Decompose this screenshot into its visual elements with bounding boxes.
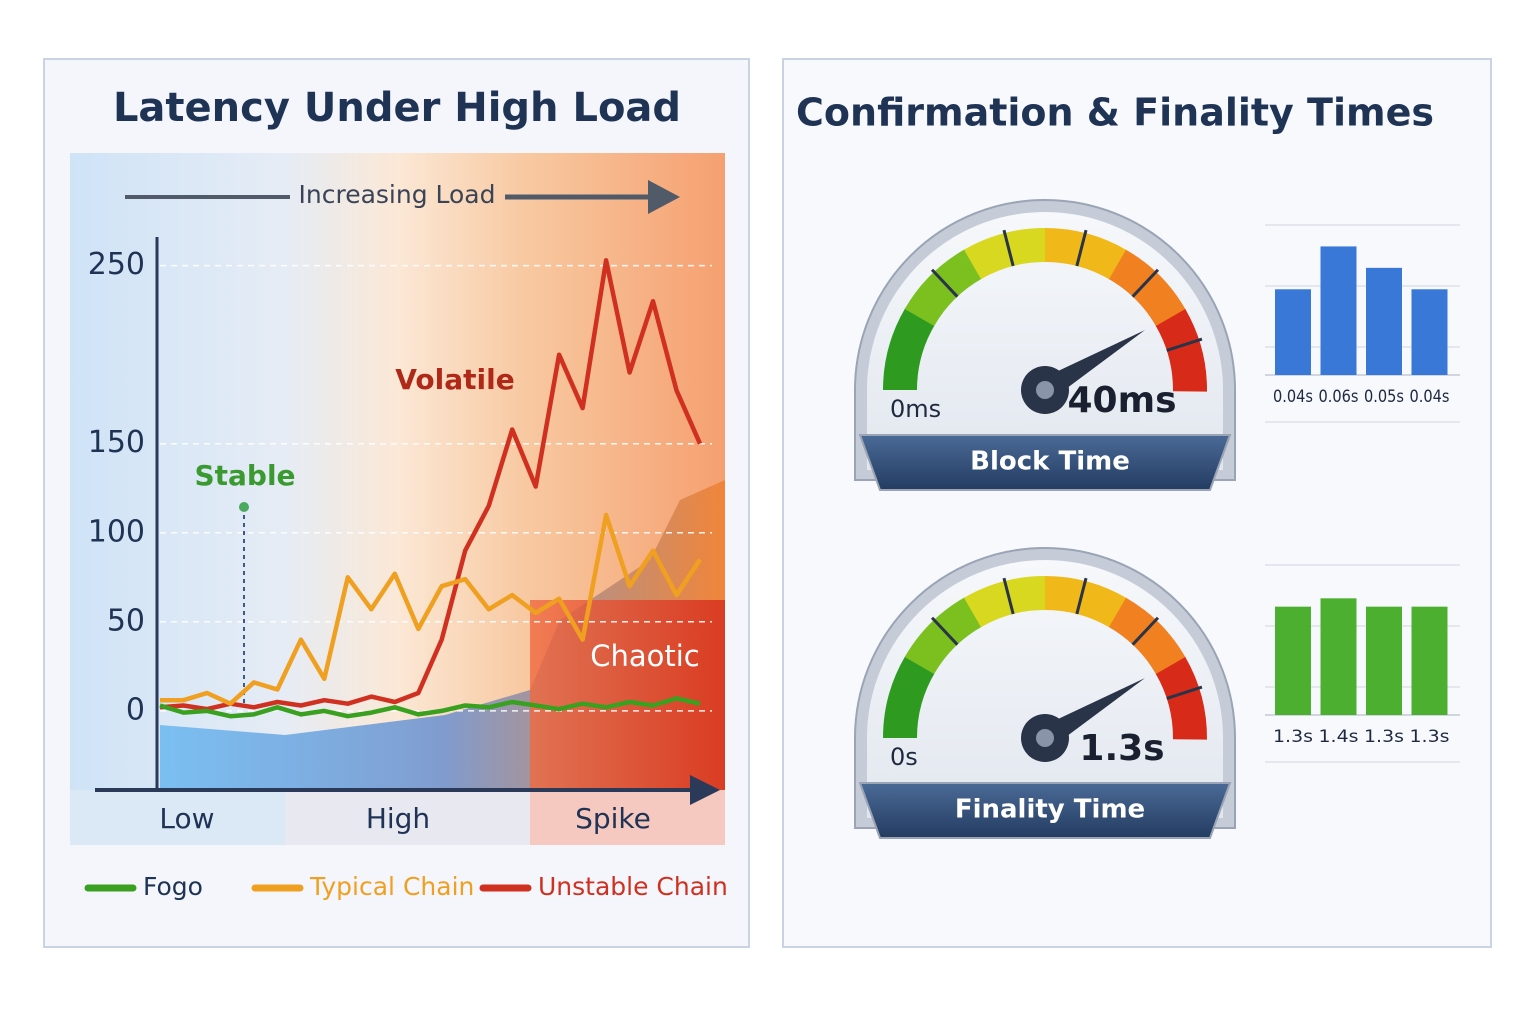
bar-label: 0.04s [1410, 387, 1450, 407]
zone-high [285, 790, 530, 845]
series-line [159, 258, 703, 712]
gauge-tick [1131, 616, 1160, 646]
gauge-tick [1075, 577, 1088, 615]
y-tick-label: 150 [88, 425, 145, 460]
gauge-arc [904, 596, 983, 675]
series-line [160, 512, 702, 706]
bar-label: 0.05s [1364, 387, 1404, 407]
bar [1275, 606, 1311, 715]
chart-title: Latency Under High Load [113, 85, 681, 131]
bar-label: 1.4s [1319, 727, 1359, 747]
zone-label: Low [159, 802, 214, 835]
bar-label: 0.04s [1273, 387, 1313, 407]
load-arrow-head [648, 180, 680, 214]
bar [1366, 606, 1402, 715]
gauge-hub-center [1036, 729, 1054, 747]
gauge-arc [883, 307, 936, 391]
bar [1411, 606, 1448, 715]
gauge-value: 1.3s [1079, 728, 1164, 769]
bar-label: 1.3s [1273, 727, 1313, 747]
series-line [159, 696, 701, 719]
gauge-band [858, 782, 1232, 839]
zone-label: High [366, 802, 430, 835]
gauge-tick [930, 616, 959, 646]
gauge-arc [1044, 228, 1128, 281]
gauge-arc [1044, 576, 1128, 629]
gauge-arc [1155, 309, 1207, 392]
bar [1320, 598, 1357, 715]
bar [1411, 289, 1448, 375]
bar-label: 1.3s [1410, 727, 1450, 747]
y-tick-label: 250 [88, 247, 145, 282]
bar-label: 1.3s [1364, 727, 1404, 747]
gauge-arc [883, 655, 936, 739]
gauge-arc [904, 248, 983, 327]
gauge-tick [1075, 229, 1088, 267]
x-axis-arrow [690, 775, 720, 805]
gauge-tick [1166, 685, 1203, 700]
right-title: Confirmation & Finality Times [796, 91, 1434, 135]
gauge-band [858, 434, 1232, 491]
y-tick-label: 100 [88, 514, 145, 549]
stable-label: Stable [194, 459, 295, 492]
legend-label: Fogo [143, 872, 203, 901]
load-label: Increasing Load [299, 180, 496, 209]
stable-dot [239, 502, 249, 512]
gauge-arc [1155, 657, 1207, 740]
gauge-tick [930, 268, 959, 298]
legend-label: Unstable Chain [538, 872, 728, 901]
gauge-arc [1108, 597, 1187, 676]
gauge-value: 40ms [1067, 380, 1176, 421]
y-tick-label: 50 [107, 603, 145, 638]
y-tick-label: 0 [126, 692, 145, 727]
bar [1320, 246, 1357, 375]
gauge-min-label: 0ms [890, 395, 941, 423]
gauge-label: Block Time [970, 447, 1130, 477]
gauge-hub-center [1036, 381, 1054, 399]
legend-label: Typical Chain [309, 872, 474, 901]
volatile-label: Volatile [395, 363, 514, 396]
spike-area [530, 600, 725, 790]
gauge-tick [1131, 268, 1160, 298]
bar-label: 0.06s [1319, 387, 1359, 407]
gauge-label: Finality Time [955, 795, 1145, 825]
zone-low [70, 790, 285, 845]
chaotic-label: Chaotic [590, 639, 700, 673]
bar [1275, 289, 1311, 375]
zone-label: Spike [575, 802, 651, 835]
gauge-tick [1166, 337, 1203, 352]
bar [1366, 267, 1402, 375]
gauge-tick [1002, 577, 1015, 615]
gauge-min-label: 0s [890, 743, 918, 771]
gauge-tick [1002, 229, 1015, 267]
gauge-arc [1108, 249, 1187, 328]
